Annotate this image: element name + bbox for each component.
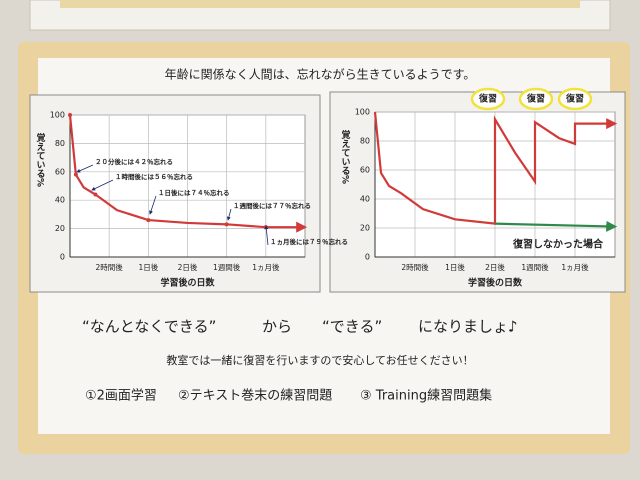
annotation: 復習 [526, 93, 545, 105]
line [68, 114, 308, 233]
x-tick-label: 2日後 [485, 262, 505, 272]
annotation: 復習 [565, 93, 584, 105]
line [373, 111, 618, 225]
x-axis-title: 学習後の日数 [160, 277, 215, 289]
y-tick-label: 60 [360, 166, 370, 175]
y-tick-label: 20 [55, 224, 65, 233]
y-axis-title: 覚えている% [35, 132, 46, 187]
heading: 年齢に関係なく人間は、忘れながら生きているようです。 [165, 67, 476, 82]
point [146, 218, 151, 223]
annotation: 復習 [478, 93, 497, 105]
annotation: １日後には７４％忘れる [158, 188, 230, 197]
annotation-arrow [264, 225, 269, 246]
x-tick-label: 1ヵ月後 [252, 262, 280, 272]
x-tick-label: 1週間後 [521, 262, 549, 272]
note: 教室では一緒に復習を行いますので安心してお任せください！ [166, 353, 473, 367]
item: ②テキスト巻末の練習問題 [178, 389, 332, 404]
annotation-arrow [76, 164, 94, 173]
slogan-part: になりましょ♪ [418, 318, 518, 336]
slogan-part: “できる” [322, 318, 382, 336]
item: ③ Training練習問題集 [360, 388, 492, 404]
annotation-badge [470, 87, 506, 111]
y-tick-label: 40 [360, 195, 370, 204]
y-tick-label: 40 [55, 196, 65, 205]
annotation: ２０分後には４２％忘れる [95, 157, 173, 166]
line [494, 220, 618, 232]
y-tick-label: 80 [360, 137, 370, 146]
x-tick-label: 1週間後 [213, 262, 241, 272]
y-axis-title: 覚えている% [340, 129, 351, 184]
slogan-part: から [262, 318, 292, 336]
annotation-badge [557, 87, 593, 111]
annotation: １ヵ月後には７９％忘れる [270, 237, 348, 246]
annotation-badge [518, 87, 554, 111]
slogan: “なんとなくできる” から “できる” になりましょ♪ [82, 318, 518, 336]
y-tick-label: 100 [50, 111, 65, 120]
y-tick-label: 20 [360, 224, 370, 233]
x-tick-label: 2時間後 [401, 262, 429, 272]
point [73, 172, 78, 177]
x-axis-title: 学習後の日数 [468, 277, 523, 289]
point [224, 222, 229, 227]
x-tick-label: 1日後 [138, 262, 158, 272]
annotation-arrow [91, 179, 114, 191]
annotation: １週間後には７７％忘れる [233, 201, 311, 210]
annotation-arrow [149, 195, 157, 215]
point [68, 113, 72, 117]
item: ①2画面学習 [85, 388, 157, 404]
y-tick-label: 0 [365, 253, 370, 262]
upper-card-band [60, 0, 580, 8]
annotation: １時間後には５６％忘れる [115, 172, 193, 181]
legend-label: 復習しなかった場合 [512, 238, 604, 251]
y-tick-label: 60 [55, 167, 65, 176]
point [93, 192, 98, 197]
y-tick-label: 100 [355, 108, 370, 117]
x-tick-label: 2日後 [178, 262, 198, 272]
x-tick-label: 1日後 [445, 262, 465, 272]
x-tick-label: 2時間後 [96, 262, 124, 272]
x-tick-label: 1ヵ月後 [561, 262, 589, 272]
y-tick-label: 80 [55, 139, 65, 148]
annotation-arrow [226, 208, 232, 221]
y-tick-label: 0 [60, 253, 65, 262]
slogan-part: “なんとなくできる” [82, 318, 216, 336]
